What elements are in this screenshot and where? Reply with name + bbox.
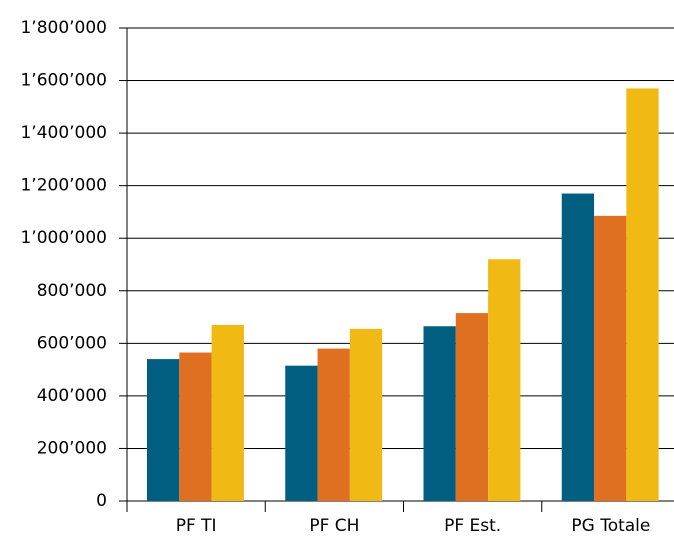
bar <box>455 313 489 501</box>
y-tick-label: 800’000 <box>37 281 107 301</box>
y-tick-label: 1’400’000 <box>20 123 107 143</box>
bar <box>147 359 180 501</box>
bar <box>349 328 383 501</box>
bar <box>594 215 627 501</box>
bar <box>179 352 212 501</box>
bar <box>626 88 659 501</box>
bar <box>488 259 521 501</box>
x-tick-label: PF TI <box>176 516 217 536</box>
bar <box>317 348 350 501</box>
x-tick-label: PF Est. <box>444 516 501 536</box>
y-tick-label: 400’000 <box>37 386 107 406</box>
y-tick-label: 200’000 <box>37 438 107 458</box>
x-tick-label: PG Totale <box>571 516 650 536</box>
y-tick-label: 1’000’000 <box>20 228 107 248</box>
y-tick-label: 1’800’000 <box>20 18 107 38</box>
bar <box>561 193 595 502</box>
y-tick-label: 600’000 <box>37 333 107 353</box>
x-tick-label: PF CH <box>309 516 359 536</box>
y-tick-label: 1’600’000 <box>20 71 107 91</box>
y-tick-label: 0 <box>96 491 107 511</box>
y-tick-label: 1’200’000 <box>20 176 107 196</box>
bar <box>211 324 244 501</box>
bar <box>423 326 456 501</box>
bar <box>285 365 318 501</box>
